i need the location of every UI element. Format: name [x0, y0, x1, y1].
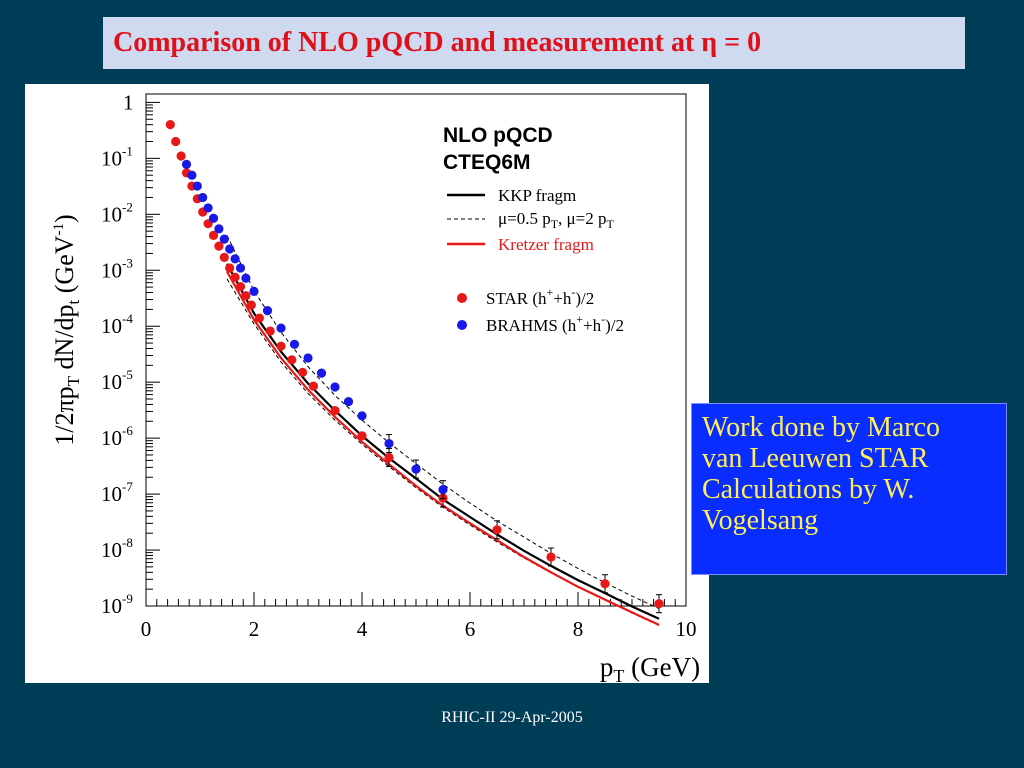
legend-star-marker [457, 293, 467, 303]
plot-panel: 0 2 4 6 8 10 1 10-1 10-2 10-3 10-4 10-5 10-6 10-7 10-… [25, 84, 709, 686]
legend-heading-2: CTEQ6M [443, 151, 531, 174]
scale-variation-curve [226, 235, 660, 610]
brahms-data-point [276, 323, 286, 333]
brahms-data-point [316, 368, 327, 378]
legend-brahms-label: BRAHMS (h++h-)/2 [486, 312, 624, 335]
credits-line: van Leeuwen STAR [702, 443, 929, 474]
brahms-data-point [219, 234, 229, 244]
legend-kkp-label: KKP fragm [498, 186, 576, 205]
legend-brahms-marker [457, 320, 467, 330]
credits-line: Vogelsang [702, 505, 819, 536]
star-data-point [276, 341, 286, 351]
y-tick-label: 10-8 [101, 535, 133, 562]
x-tick-label: 4 [357, 617, 368, 641]
brahms-data-point [411, 464, 421, 474]
star-data-point [298, 367, 308, 377]
brahms-data-point [192, 181, 202, 191]
y-tick-label: 10-2 [101, 199, 133, 226]
x-tick-label: 6 [465, 617, 476, 641]
star-data-point [265, 326, 275, 336]
y-tick-label: 10-4 [101, 311, 133, 338]
brahms-data-point [214, 224, 224, 234]
slide-title: Comparison of NLO pQCD and measurement a… [113, 27, 762, 58]
star-data-point [546, 552, 556, 562]
brahms-data-point [303, 353, 313, 363]
legend: NLO pQCD CTEQ6M KKP fragm μ=0.5 pT, μ=2 … [443, 124, 624, 335]
credits-line: Work done by Marco [702, 412, 941, 443]
star-data-point [654, 599, 664, 609]
x-tick-label: 0 [141, 617, 152, 641]
x-axis-title: pT (GeV) [600, 652, 700, 683]
legend-star-label: STAR (h++h-)/2 [486, 285, 594, 308]
star-data-point [330, 406, 340, 416]
brahms-data-point [343, 396, 354, 407]
y-tick-label: 10-1 [101, 143, 133, 170]
y-tick-label: 10-9 [101, 591, 133, 618]
star-data-point [384, 452, 394, 463]
brahms-data-point [289, 339, 300, 349]
slide-footer: RHIC-II 29-Apr-2005 [441, 709, 583, 726]
x-tick-label: 8 [573, 617, 584, 641]
star-data-point [230, 272, 240, 282]
slide-title-box: Comparison of NLO pQCD and measurement a… [103, 17, 965, 69]
star-data-point [235, 282, 246, 292]
credits-line: Calculations by W. [702, 474, 915, 505]
star-data-point [219, 252, 229, 262]
y-tick-label: 10-3 [101, 255, 133, 282]
brahms-data-point [230, 254, 240, 264]
brahms-data-point [198, 192, 208, 203]
legend-scale-label: μ=0.5 pT, μ=2 pT [498, 209, 615, 231]
star-data-point [492, 525, 502, 535]
brahms-data-point [203, 203, 213, 213]
star-data-point [176, 151, 186, 161]
x-tick-label: 10 [676, 617, 697, 641]
brahms-data-point [241, 273, 251, 283]
star-data-point [308, 381, 318, 391]
y-axis-title: 1/2πpT dN/dpt (GeV-1) [50, 214, 83, 445]
x-tick-label: 2 [249, 617, 260, 641]
brahms-data-point [384, 438, 394, 449]
star-data-point [171, 136, 181, 147]
y-tick-label: 10-7 [101, 479, 133, 506]
brahms-data-point [438, 485, 448, 495]
spectrum-chart: 0 2 4 6 8 10 1 10-1 10-2 10-3 10-4 10-5 10-6 10-7 10-… [50, 90, 700, 686]
star-data-point [241, 291, 251, 301]
star-data-point [600, 579, 610, 589]
brahms-data-point [249, 286, 259, 296]
brahms-data-point [187, 170, 197, 180]
credits-note: Work done by Marco van Leeuwen STAR Calc… [691, 403, 1007, 575]
brahms-data-point [357, 411, 367, 421]
legend-kretzer-label: Kretzer fragm [498, 235, 594, 254]
brahms-data-point [181, 159, 192, 169]
brahms-data-point [262, 306, 273, 316]
star-data-point [287, 355, 297, 365]
y-tick-label: 1 [123, 90, 134, 114]
brahms-data-point [330, 382, 340, 392]
plot-frame [145, 93, 687, 607]
brahms-data-point [208, 213, 219, 223]
star-data-point [208, 230, 219, 240]
star-data-point [246, 300, 256, 310]
star-data-point [214, 241, 224, 251]
star-data-point [357, 431, 367, 441]
star-data-point [165, 120, 175, 130]
legend-heading-1: NLO pQCD [443, 124, 553, 147]
star-data-point [225, 263, 235, 273]
y-tick-label: 10-6 [101, 423, 133, 450]
star-data-point [254, 313, 264, 323]
brahms-data-point [225, 244, 235, 254]
y-tick-label: 10-5 [101, 367, 133, 394]
brahms-data-point [235, 263, 246, 273]
